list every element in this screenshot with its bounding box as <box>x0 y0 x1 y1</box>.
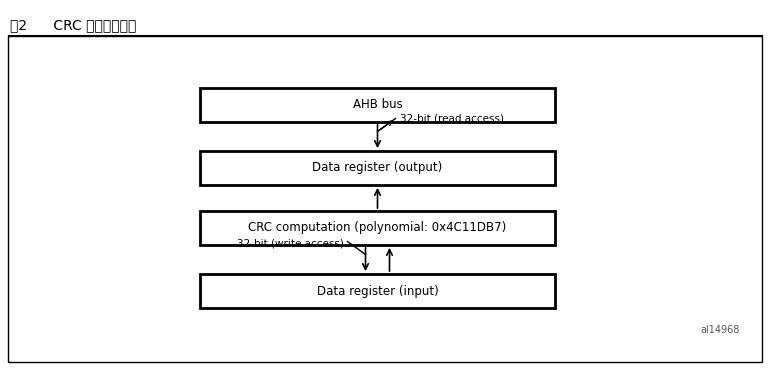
Bar <box>200 151 555 185</box>
Text: 图2      CRC 计算单元框图: 图2 CRC 计算单元框图 <box>10 18 136 32</box>
Bar <box>200 274 555 308</box>
Bar <box>200 211 555 245</box>
Text: Data register (output): Data register (output) <box>313 161 443 175</box>
Bar <box>8 36 762 362</box>
Text: AHB bus: AHB bus <box>353 98 403 111</box>
Text: Data register (input): Data register (input) <box>316 285 438 297</box>
Text: CRC computation (polynomial: 0x4C11DB7): CRC computation (polynomial: 0x4C11DB7) <box>249 222 507 235</box>
Text: 32-bit (read access): 32-bit (read access) <box>400 114 504 124</box>
Bar <box>200 88 555 122</box>
Text: 32-bit (write access): 32-bit (write access) <box>236 239 343 249</box>
Text: al14968: al14968 <box>700 325 739 335</box>
